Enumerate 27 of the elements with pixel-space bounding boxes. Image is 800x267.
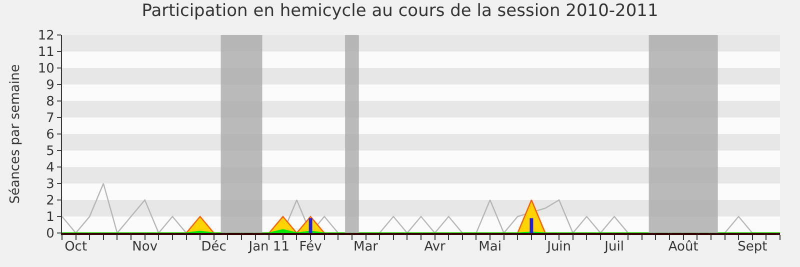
x-tick-label: Avr xyxy=(424,239,446,254)
y-tick-label: 1 xyxy=(46,210,54,226)
y-tick-label: 11 xyxy=(38,45,54,60)
y-tick-label: 4 xyxy=(46,160,54,176)
y-tick-label: 0 xyxy=(46,226,54,242)
x-tick-label: Oct xyxy=(64,239,88,254)
x-tick-label: Jan 11 xyxy=(248,239,290,254)
y-tick-label: 6 xyxy=(46,128,54,143)
y-tick-label: 2 xyxy=(46,194,54,209)
y-tick-label: 8 xyxy=(46,94,54,110)
x-tick-label: Août xyxy=(668,239,698,254)
x-tick-label: Mai xyxy=(478,239,502,254)
x-tick-label: Mar xyxy=(354,239,379,254)
y-tick-label: 5 xyxy=(46,144,54,160)
x-tick-label: Juil xyxy=(604,239,624,254)
y-tick-label: 9 xyxy=(46,78,54,94)
x-tick-label: Juin xyxy=(546,239,572,254)
x-tick-label: Nov xyxy=(132,239,158,254)
x-tick-label: Fév xyxy=(299,239,322,254)
chart-title: Participation en hemicycle au cours de la session 2010-2011 xyxy=(142,0,658,21)
y-tick-label: 10 xyxy=(38,62,54,77)
y-tick-label: 3 xyxy=(46,177,54,192)
x-tick-label: Déc xyxy=(201,239,226,254)
y-tick-label: 12 xyxy=(38,28,54,44)
y-tick-label: 7 xyxy=(46,111,54,126)
x-tick-label: Sept xyxy=(738,239,768,254)
y-axis-title: Séances par semaine xyxy=(8,64,23,204)
